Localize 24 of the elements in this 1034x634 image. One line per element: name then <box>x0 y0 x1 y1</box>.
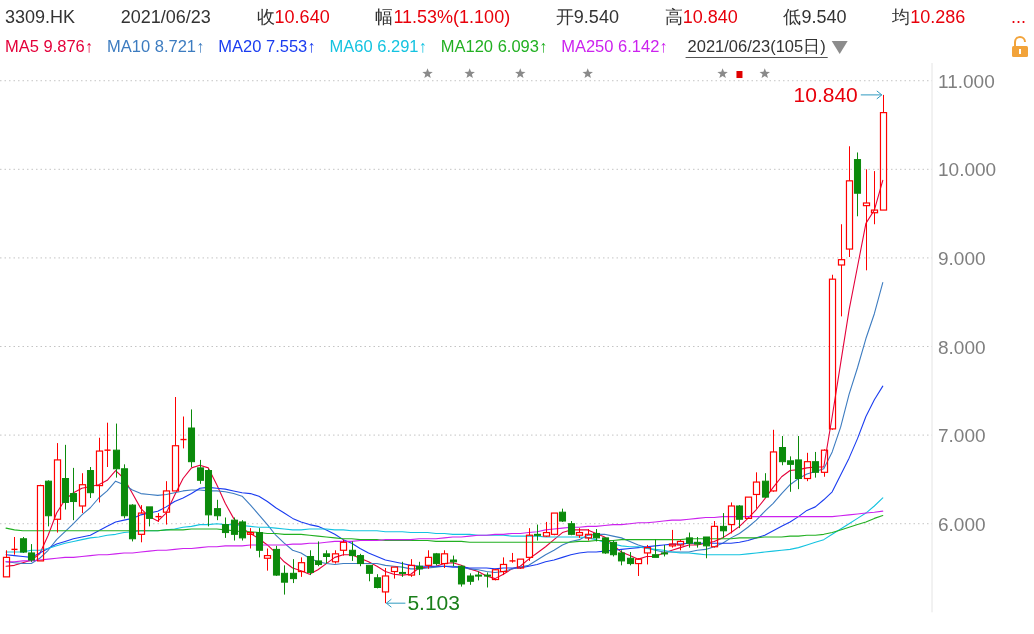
header-quote: 低9.540 <box>783 7 847 27</box>
legend-entry: MA250 6.142↑ <box>561 37 668 55</box>
header-quote: 开9.540 <box>555 7 619 27</box>
subtitle: 2021/06/23 <box>120 7 211 27</box>
annotation: 10.840 <box>793 82 858 106</box>
y-tick-label: 9.000 <box>938 247 986 269</box>
legend-entry: MA60 6.291↑ <box>329 37 427 55</box>
legend-entry: MA10 8.721↑ <box>107 37 205 55</box>
header-quote: 高10.840 <box>664 7 738 27</box>
y-tick-label: 7.000 <box>938 425 986 447</box>
header-quote: 收10.640 <box>256 7 330 27</box>
y-tick-label: 8.000 <box>938 336 986 358</box>
legend-entry: MA5 9.876↑ <box>5 37 94 55</box>
y-tick-label: 6.000 <box>938 513 986 535</box>
header-quote: ... <box>1011 7 1026 27</box>
header-quote: 幅11.53%(1.100) <box>375 7 511 27</box>
legend-entry: MA20 7.553↑ <box>218 37 316 55</box>
y-tick-label: 10.000 <box>938 159 997 181</box>
legend-entry: MA120 6.093↑ <box>440 37 548 55</box>
date-range: 2021/06/23(105日) <box>687 37 826 55</box>
y-tick-label: 11.000 <box>938 70 995 92</box>
title: 3309.HK <box>5 7 76 27</box>
annotation: 5.103 <box>407 591 460 615</box>
header-quote: 均10.286 <box>892 7 966 27</box>
